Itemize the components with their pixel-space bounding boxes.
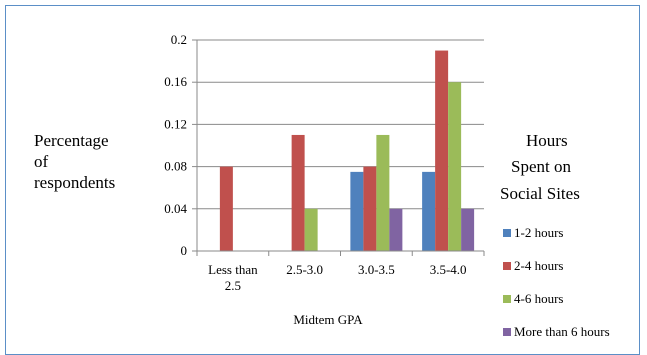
x-tick-label: 3.0-3.5: [358, 262, 395, 277]
legend-entry-label: 1-2 hours: [514, 225, 563, 240]
axes: [192, 39, 485, 256]
y-tick-label: 0.2: [171, 32, 187, 47]
x-tick-label: 3.5-4.0: [430, 262, 467, 277]
bar: [422, 171, 436, 251]
bar: [363, 166, 377, 251]
x-tick-label: 2.5-3.0: [286, 262, 323, 277]
legend: 1-2 hours 2-4 hours 4-6 hours More than 6 h…: [503, 225, 610, 339]
x-tick-label: Less than 2.5: [208, 262, 258, 293]
y-tick-label: 0.16: [164, 74, 187, 89]
y-axis-label-line: Percentage: [34, 131, 109, 150]
bar: [461, 208, 475, 251]
legend-title: Hours Spent on Social Sites: [500, 131, 580, 203]
legend-swatch: [503, 262, 511, 270]
y-tick-label: 0: [181, 243, 188, 258]
legend-swatch: [503, 229, 511, 237]
chart-frame: [5, 5, 640, 355]
legend-entry-label: 4-6 hours: [514, 291, 563, 306]
bar: [304, 208, 318, 251]
bar: [448, 82, 462, 251]
legend-title-line: Hours: [526, 131, 568, 150]
y-axis-label: Percentage of respondents: [34, 131, 115, 192]
y-tick-label: 0.08: [164, 159, 187, 174]
legend-entry-label: 2-4 hours: [514, 258, 563, 273]
legend-swatch: [503, 295, 511, 303]
x-axis-label: Midtem GPA: [293, 312, 363, 327]
bar: [350, 171, 364, 251]
bar: [219, 166, 233, 251]
x-tick-labels: Less than 2.5 2.5-3.0 3.0-3.5 3.5-4.0: [208, 262, 466, 293]
y-axis-label-line: respondents: [34, 173, 115, 192]
y-tick-label: 0.12: [164, 116, 187, 131]
bar: [376, 134, 390, 251]
bar: [291, 134, 305, 251]
bar: [435, 50, 449, 251]
bars: [219, 50, 475, 251]
legend-swatch: [503, 328, 511, 336]
y-axis-label-line: of: [34, 152, 49, 171]
legend-title-line: Social Sites: [500, 184, 580, 203]
y-tick-labels: 0 0.04 0.08 0.12 0.16 0.2: [164, 32, 187, 258]
legend-title-line: Spent on: [511, 157, 571, 176]
y-tick-label: 0.04: [164, 201, 187, 216]
bar: [389, 208, 403, 251]
legend-entry-label: More than 6 hours: [514, 324, 610, 339]
